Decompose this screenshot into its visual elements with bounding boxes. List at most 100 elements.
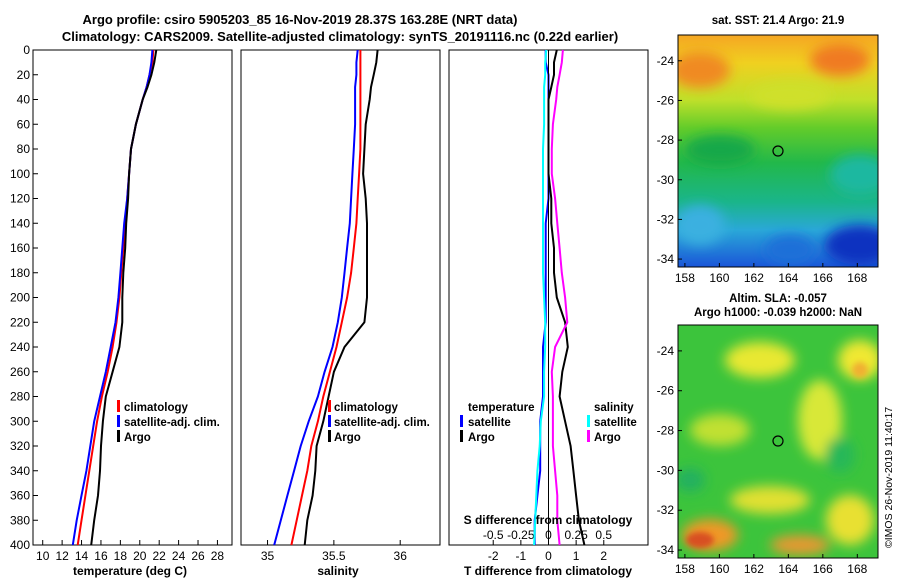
depth-tick-label: 60 bbox=[17, 117, 31, 131]
legend-swatch-climatology bbox=[117, 400, 120, 412]
difference-xlabel-t: T difference from climatology bbox=[464, 564, 632, 578]
depth-tick-label: 180 bbox=[10, 266, 30, 280]
sst-lon-axis: 158 160 162 164 166 168 bbox=[675, 263, 868, 285]
difference-legend-temperature: temperature satellite Argo bbox=[460, 402, 534, 444]
lat-tick-label: -28 bbox=[657, 133, 675, 147]
x-tick-label: 12 bbox=[55, 549, 69, 563]
salinity-legend: climatology satellite-adj. clim. Argo bbox=[328, 400, 430, 444]
title-line-1: Argo profile: csiro 5905203_85 16-Nov-20… bbox=[83, 12, 518, 27]
legend-label-argo: Argo bbox=[124, 432, 151, 444]
lon-tick-label: 160 bbox=[709, 271, 729, 285]
x-tick-label: 0 bbox=[545, 549, 552, 563]
legend-label-t-satellite: satellite bbox=[468, 417, 511, 429]
lon-tick-label: 168 bbox=[847, 271, 867, 285]
lat-tick-label: -34 bbox=[657, 543, 675, 557]
series-line-argo bbox=[90, 49, 158, 546]
series-line-argo bbox=[303, 49, 379, 546]
sla-field bbox=[678, 325, 878, 558]
legend-swatch-t-satellite bbox=[460, 415, 463, 427]
x-tick-label: -1 bbox=[516, 549, 527, 563]
legend-swatch-t-argo bbox=[460, 430, 463, 442]
x-tick-label: 20 bbox=[133, 549, 147, 563]
lat-tick-label: -24 bbox=[657, 54, 675, 68]
x-tick-label: 24 bbox=[172, 549, 186, 563]
lat-tick-label: -30 bbox=[657, 463, 675, 477]
depth-axis: 0 20 40 60 80 100 120 140 160 180 200 220 240 260 280 3… bbox=[10, 43, 38, 552]
sst-field bbox=[678, 35, 878, 267]
salinity-panel: 35 35.5 36 salinity climatology satellite-… bbox=[240, 49, 441, 578]
top-tick-label: 0.25 bbox=[564, 528, 588, 542]
series-line-temperature-argo bbox=[547, 49, 586, 546]
top-tick-label: -0.25 bbox=[507, 528, 535, 542]
legend-swatch-climatology bbox=[328, 400, 331, 412]
x-tick-label: 16 bbox=[94, 549, 108, 563]
credit-text: ©IMOS 26-Nov-2019 11:40:17 bbox=[883, 407, 895, 548]
x-tick-label: 35 bbox=[261, 549, 275, 563]
legend-title-temperature: temperature bbox=[468, 402, 534, 414]
depth-tick-label: 360 bbox=[10, 489, 30, 503]
lat-tick-label: -32 bbox=[657, 212, 675, 226]
lon-tick-label: 160 bbox=[709, 562, 729, 576]
depth-tick-label: 120 bbox=[10, 192, 30, 206]
sst-map: sat. SST: 21.4 Argo: 21.9 158 160 162 164 16… bbox=[657, 15, 879, 285]
depth-tick-label: 280 bbox=[10, 390, 30, 404]
argo-position-marker bbox=[772, 145, 784, 157]
lat-tick-label: -30 bbox=[657, 173, 675, 187]
series-line-salinity-argo bbox=[550, 49, 569, 546]
x-tick-label: -2 bbox=[488, 549, 499, 563]
x-tick-label: 35.5 bbox=[322, 549, 346, 563]
x-tick-label: 14 bbox=[75, 549, 89, 563]
sla-map: Altim. SLA: -0.057 Argo h1000: -0.039 h2… bbox=[657, 293, 879, 576]
depth-tick-label: 20 bbox=[17, 68, 31, 82]
x-tick-label: 36 bbox=[394, 549, 408, 563]
sst-map-title: sat. SST: 21.4 Argo: 21.9 bbox=[712, 15, 845, 27]
sla-map-frame bbox=[677, 324, 879, 559]
legend-label-climatology: climatology bbox=[124, 402, 189, 414]
legend-swatch-s-satellite bbox=[587, 415, 590, 427]
temperature-legend: climatology satellite-adj. clim. Argo bbox=[117, 400, 220, 444]
lon-tick-label: 166 bbox=[813, 562, 833, 576]
depth-tick-label: 100 bbox=[10, 167, 30, 181]
legend-title-salinity: salinity bbox=[594, 402, 634, 414]
series-line-satellite-adj-clim- bbox=[71, 49, 154, 546]
depth-tick-label: 320 bbox=[10, 439, 30, 453]
lon-tick-label: 158 bbox=[675, 271, 695, 285]
legend-swatch-argo bbox=[117, 430, 120, 442]
salinity-plot-frame bbox=[240, 49, 441, 546]
sla-map-title-2: Argo h1000: -0.039 h2000: NaN bbox=[694, 307, 862, 319]
temperature-plot-frame bbox=[32, 49, 233, 546]
x-tick-label: 18 bbox=[114, 549, 128, 563]
salinity-xlabel: salinity bbox=[317, 564, 359, 578]
series-line-climatology bbox=[76, 49, 155, 546]
x-tick-label: 28 bbox=[211, 549, 225, 563]
depth-tick-label: 40 bbox=[17, 93, 31, 107]
title-line-2: Climatology: CARS2009. Satellite-adjuste… bbox=[62, 29, 618, 44]
legend-label-satellite: satellite-adj. clim. bbox=[124, 417, 220, 429]
lon-tick-label: 164 bbox=[778, 562, 798, 576]
lat-tick-label: -32 bbox=[657, 503, 675, 517]
sst-lat-axis: -24 -26 -28 -30 -32 -34 bbox=[657, 54, 682, 266]
argo-position-marker bbox=[772, 435, 784, 447]
x-tick-label: 26 bbox=[191, 549, 205, 563]
legend-label-s-argo: Argo bbox=[594, 432, 621, 444]
legend-swatch-s-argo bbox=[587, 430, 590, 442]
lon-tick-label: 166 bbox=[813, 271, 833, 285]
lon-tick-label: 158 bbox=[675, 562, 695, 576]
lat-tick-label: -34 bbox=[657, 252, 675, 266]
legend-swatch-satellite bbox=[328, 415, 331, 427]
lat-tick-label: -28 bbox=[657, 424, 675, 438]
x-tick-label: 2 bbox=[600, 549, 607, 563]
x-tick-label: 1 bbox=[573, 549, 580, 563]
difference-xlabel-s: S difference from climatology bbox=[464, 513, 633, 527]
lon-tick-label: 168 bbox=[847, 562, 867, 576]
temperature-panel: 0 20 40 60 80 100 120 140 160 180 200 220 240 260 280 3… bbox=[10, 43, 233, 578]
temperature-xlabel: temperature (deg C) bbox=[73, 564, 187, 578]
top-tick-label: 0.5 bbox=[595, 528, 612, 542]
lat-tick-label: -26 bbox=[657, 384, 675, 398]
legend-label-satellite: satellite-adj. clim. bbox=[334, 417, 430, 429]
salinity-series bbox=[273, 49, 379, 546]
depth-tick-label: 300 bbox=[10, 414, 30, 428]
series-line-satellite-adj-clim- bbox=[273, 49, 359, 546]
series-line-salinity-satellite bbox=[533, 49, 548, 546]
